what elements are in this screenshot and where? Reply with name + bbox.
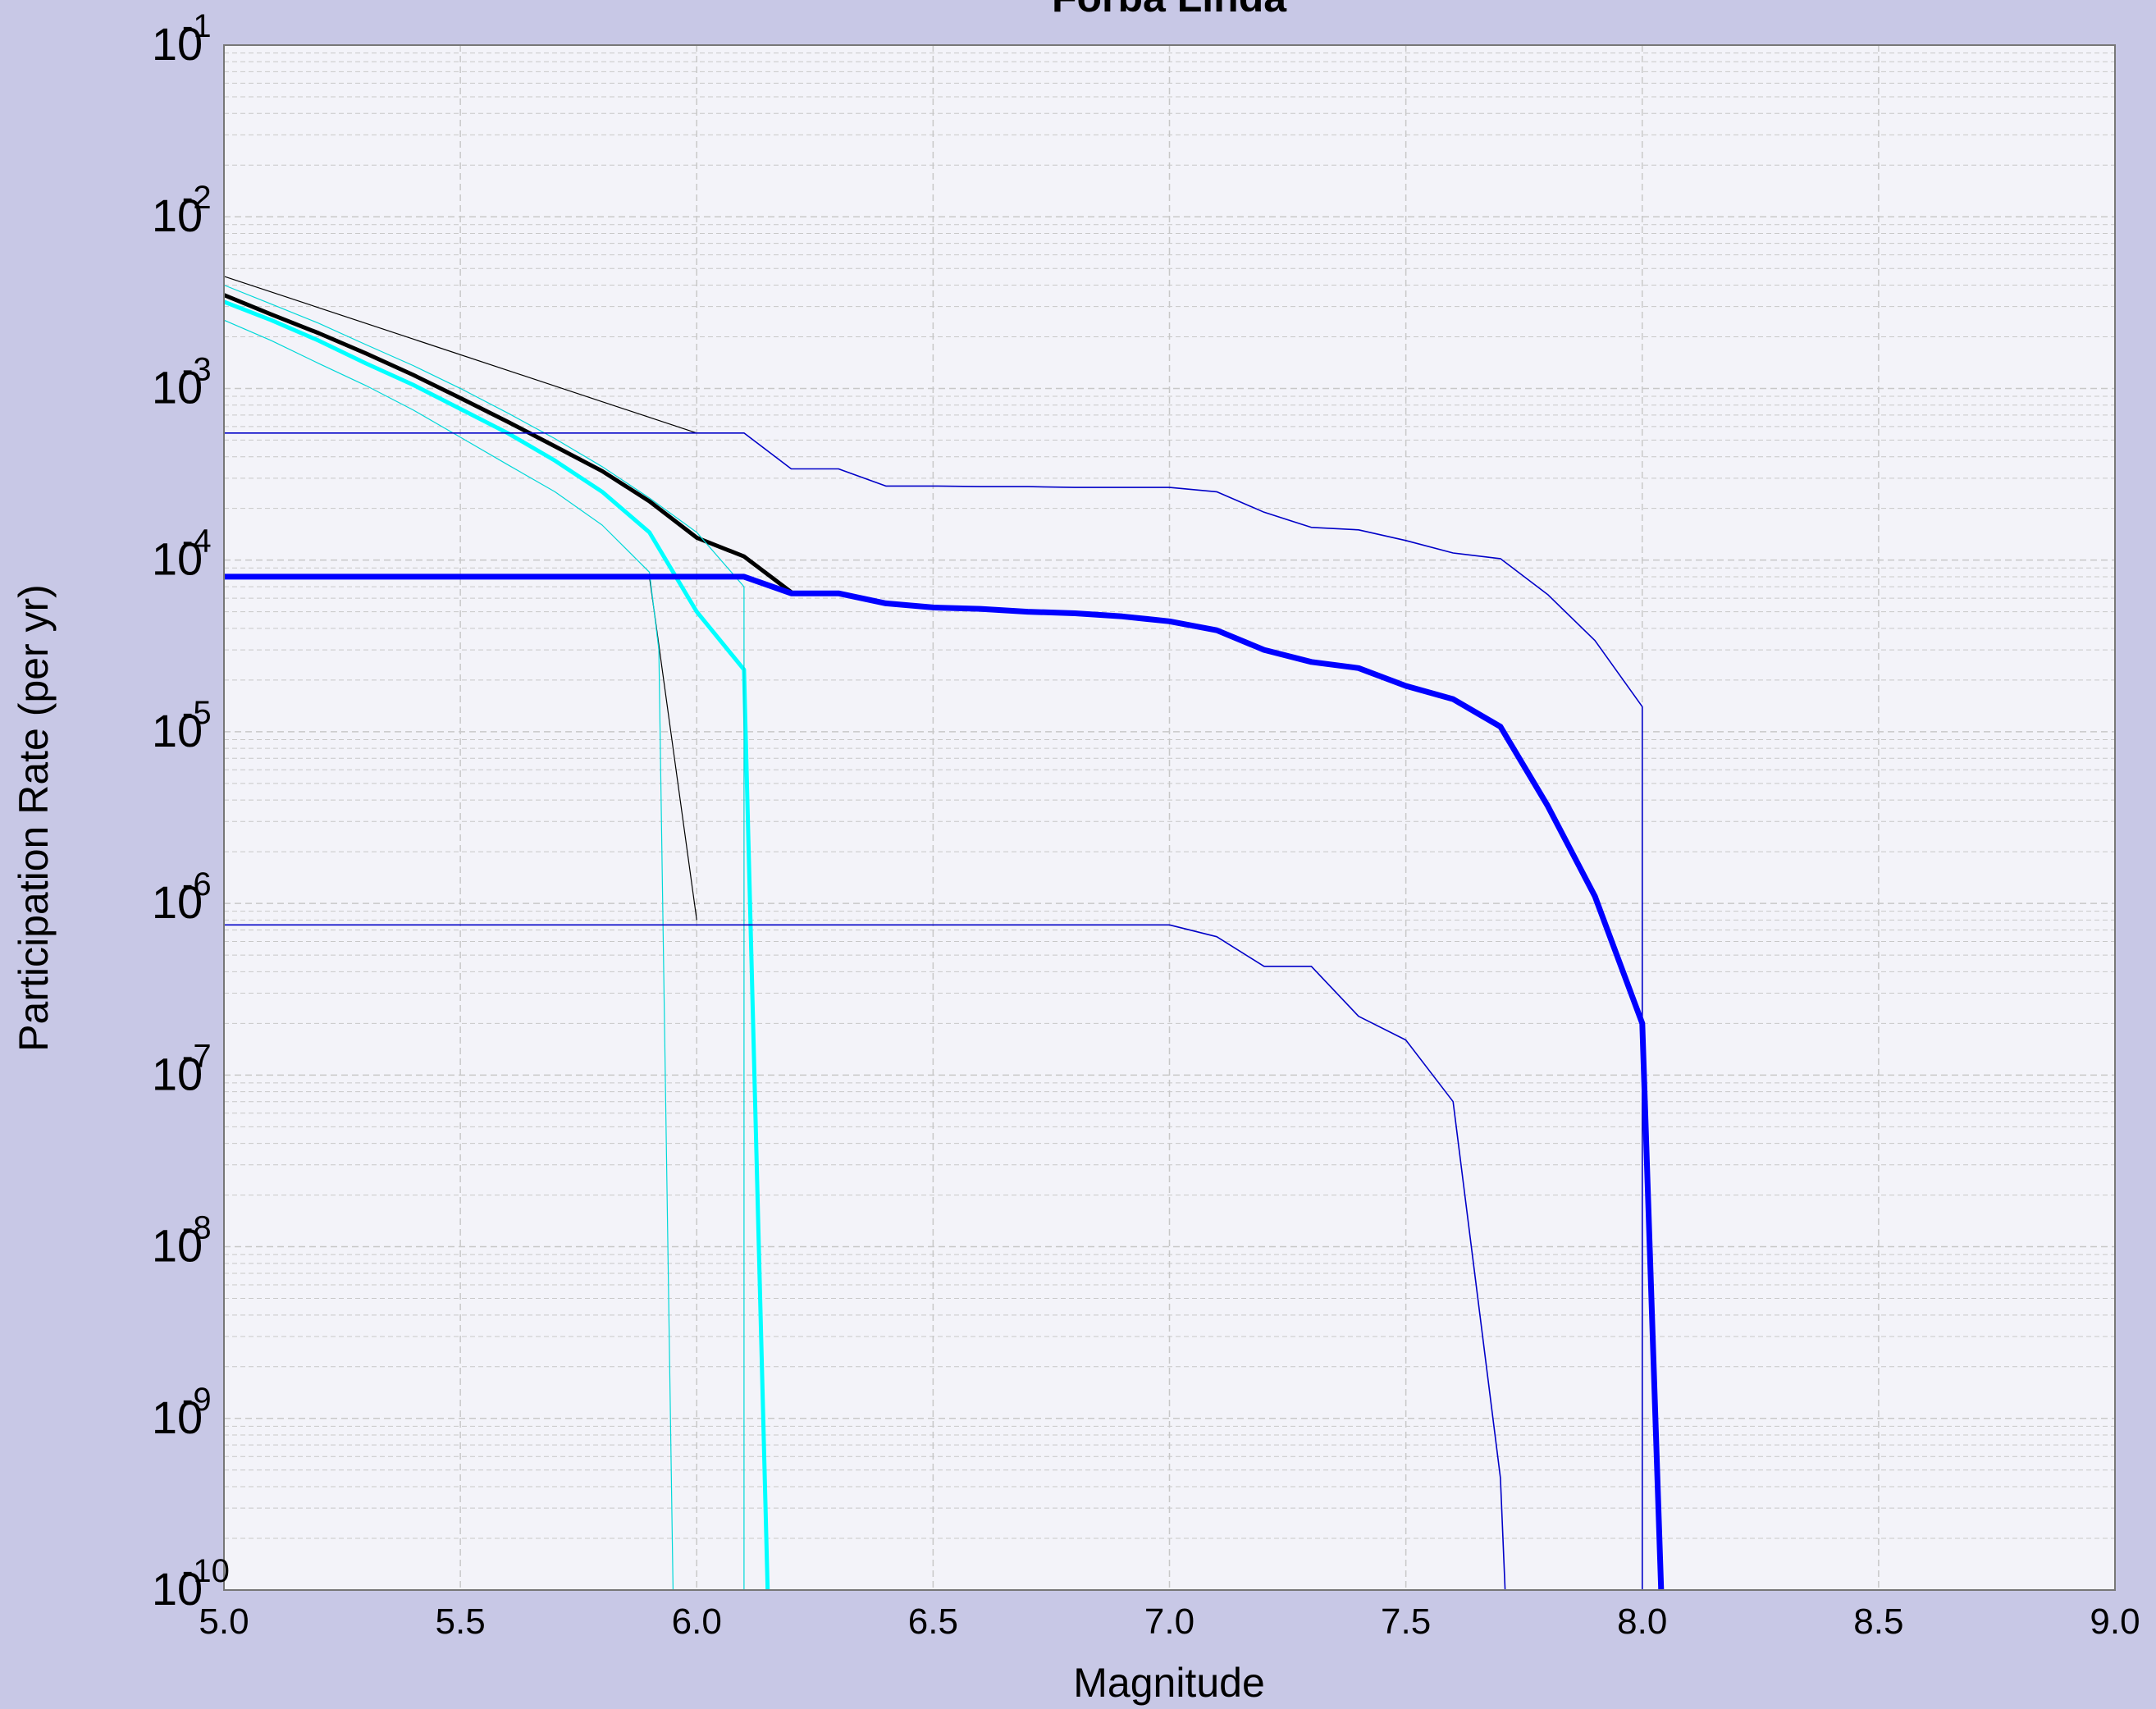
series-line-5 — [223, 284, 745, 1590]
y-tick-exponent: -1 — [182, 8, 212, 44]
series-line-9 — [224, 924, 1506, 1591]
y-tick-base: 10 — [152, 1391, 203, 1443]
y-tick-base: 10 — [152, 533, 203, 585]
y-ticks: 10-110-210-310-410-510-610-710-810-910-1… — [152, 8, 230, 1615]
x-tick-label: 5.5 — [436, 1602, 486, 1642]
y-tick-base: 10 — [152, 705, 203, 756]
x-ticks: 5.0 5.5 6.0 6.5 7.0 7.5 8.0 8.5 9.0 — [199, 1602, 2140, 1642]
series-line-1 — [223, 276, 697, 434]
y-tick-exponent: -2 — [182, 180, 212, 216]
y-tick-base: 10 — [152, 1220, 203, 1272]
plot-frame — [223, 44, 2116, 1591]
x-tick-label: 5.0 — [199, 1602, 249, 1642]
x-axis-label: Magnitude — [1073, 1660, 1265, 1706]
y-tick-exponent: -3 — [182, 351, 212, 387]
x-tick-label: 6.0 — [672, 1602, 722, 1642]
y-tick-base: 10 — [152, 1563, 203, 1615]
y-axis-label: Participation Rate (per yr) — [11, 584, 57, 1052]
y-tick-exponent: -9 — [182, 1382, 212, 1418]
y-tick-base: 10 — [152, 361, 203, 413]
x-tick-label: 9.0 — [2090, 1602, 2140, 1642]
series-line-7 — [224, 432, 1643, 1590]
y-tick-base: 10 — [152, 18, 203, 70]
y-tick-exponent: -10 — [182, 1553, 230, 1589]
y-tick-exponent: -7 — [182, 1038, 212, 1074]
series-line-8 — [224, 573, 1665, 1591]
y-tick-base: 10 — [152, 876, 203, 928]
series-line-6 — [223, 319, 674, 1591]
y-tick-base: 10 — [152, 1048, 203, 1099]
x-tick-label: 7.5 — [1381, 1602, 1431, 1642]
y-tick-base: 10 — [152, 190, 203, 241]
series-line-2 — [223, 293, 793, 594]
y-tick-exponent: -4 — [182, 523, 212, 560]
x-tick-label: 8.5 — [1853, 1602, 1903, 1642]
x-tick-label: 7.0 — [1144, 1602, 1194, 1642]
chart-title: Forba Linda — [1052, 0, 1287, 21]
y-tick-exponent: -8 — [182, 1210, 212, 1246]
series-layer — [223, 276, 1665, 1591]
x-tick-label: 8.0 — [1617, 1602, 1667, 1642]
y-tick-exponent: -5 — [182, 695, 212, 731]
x-tick-label: 6.5 — [908, 1602, 958, 1642]
y-tick-exponent: -6 — [182, 866, 212, 902]
